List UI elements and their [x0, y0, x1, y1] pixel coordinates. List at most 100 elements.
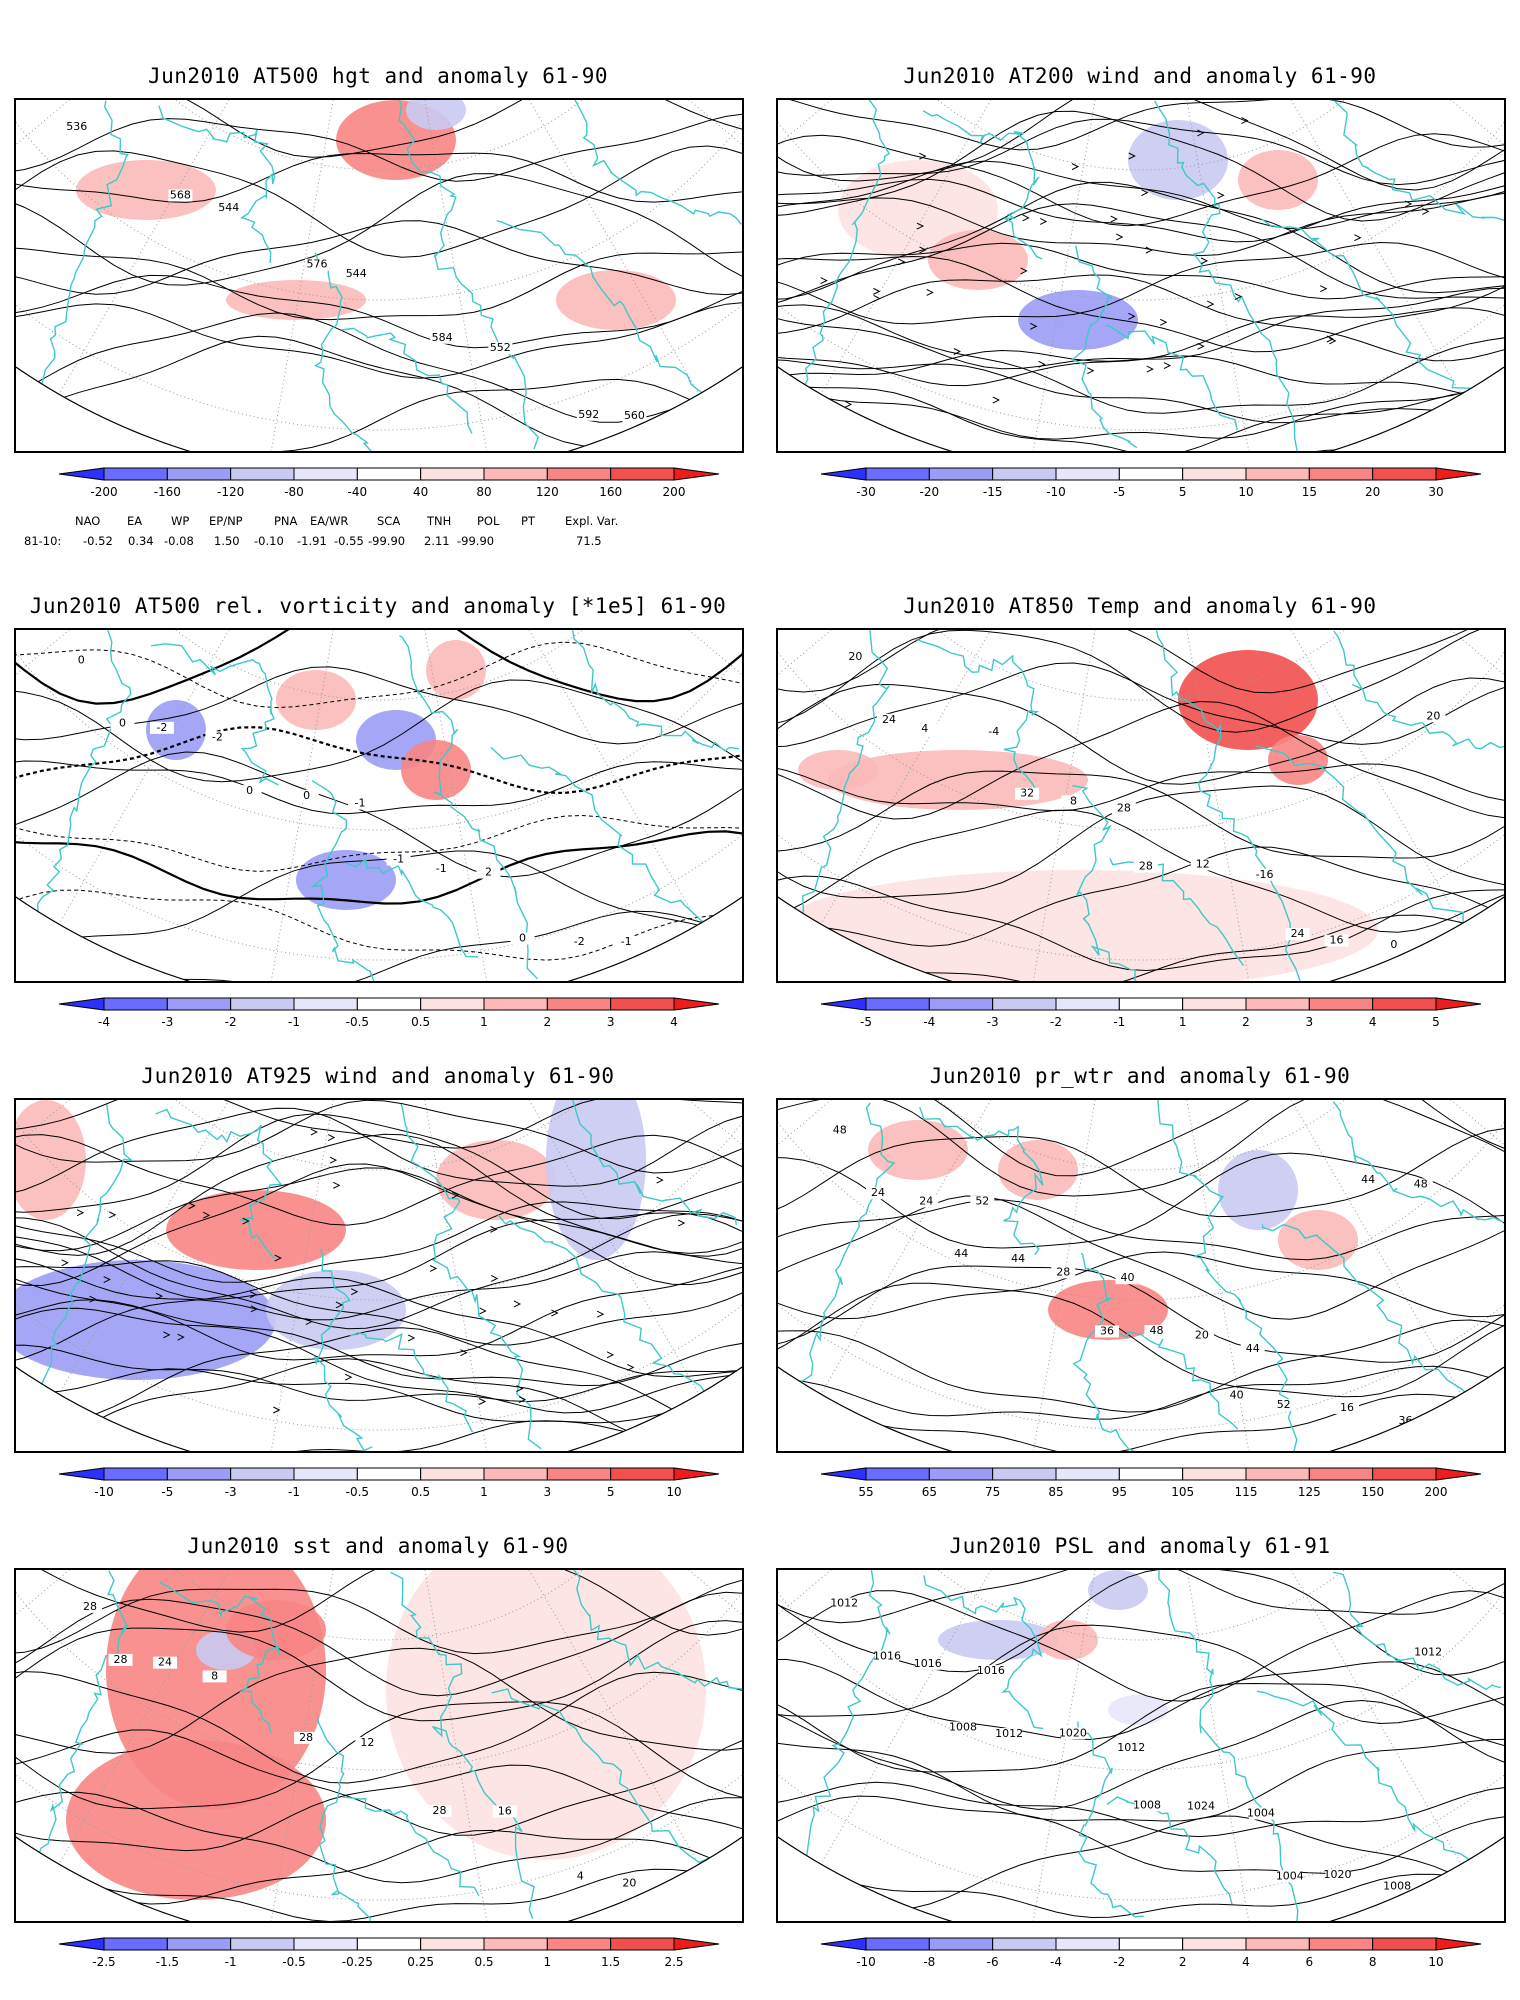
contour-label-bg [1094, 1325, 1119, 1338]
colorbar-tick-label: 2 [1179, 1955, 1187, 1969]
contour-label-bg [622, 410, 647, 423]
contour-label: 536 [66, 120, 87, 133]
streamline-arrow [250, 1305, 258, 1313]
contour-line [778, 378, 1504, 440]
streamline-arrow [76, 1209, 85, 1217]
map-boundary [16, 896, 742, 981]
contour-label-bg [1144, 1324, 1169, 1337]
streamline-arrow [1030, 322, 1038, 330]
contour-line [16, 152, 742, 203]
index-value: 1.50 [214, 534, 240, 548]
streamline-arrow [596, 1310, 605, 1318]
contour-line [16, 335, 742, 448]
streamline-arrow [926, 289, 934, 296]
streamline-arrow [305, 1318, 313, 1325]
colorbar-tick-label: 10 [1428, 1955, 1443, 1969]
colorbar-tick-label: 125 [1298, 1485, 1321, 1499]
contour-label: 544 [346, 267, 367, 280]
contour-label: 0 [303, 789, 310, 802]
contour-line [778, 700, 1504, 820]
colorbar-segment [420, 997, 485, 1011]
anomaly-shading [386, 1570, 706, 1860]
streamline-arrow [1110, 215, 1118, 223]
contour-line [778, 110, 1504, 222]
colorbar-tick-label: -1 [288, 1015, 300, 1029]
coastline [923, 1575, 1044, 1730]
contour-line [778, 1152, 1504, 1249]
contour-label-bg [997, 1728, 1022, 1741]
streamline-arrow [1022, 214, 1030, 222]
contour-label: 552 [490, 341, 511, 354]
contour-line [778, 160, 1504, 230]
contour-label-bg [978, 1665, 1003, 1678]
teleconnection-indices: NAO EA WP EP/NP PNA EA/WR SCA TNH POL PT… [14, 514, 754, 574]
colorbar-segment [673, 1467, 720, 1481]
contour-label-bg [614, 936, 639, 949]
colorbar-segment [546, 997, 612, 1011]
streamline-arrow [1217, 191, 1225, 199]
contour-line [16, 378, 742, 451]
streamline-arrow [329, 1156, 338, 1164]
coastline [570, 1570, 742, 1691]
contour-label-bg [202, 1670, 227, 1683]
contour-line [778, 1251, 1504, 1320]
contour-line [778, 1365, 1504, 1420]
colorbar-segment [58, 1937, 105, 1951]
colorbar-tick-label: 1 [480, 1485, 488, 1499]
contour-label-bg [1224, 1389, 1249, 1402]
colorbar-segment [293, 1937, 358, 1951]
contour-label-bg [1190, 858, 1215, 871]
map-plot: 48 52 40 44 36 24 28 20 16 24 44 48 52 48 44 36 40 44 [776, 1098, 1506, 1453]
coastline [798, 630, 890, 935]
contour-line [778, 1127, 1504, 1218]
colorbar-tick-label: -5 [161, 1485, 173, 1499]
contour-label: 1008 [949, 1721, 977, 1734]
contour-line [16, 1266, 742, 1361]
contour-label: 592 [578, 408, 599, 421]
coastline [1261, 218, 1484, 399]
map-plot [14, 1098, 744, 1453]
contour-line [16, 1358, 742, 1451]
contour-label: 48 [1149, 1324, 1163, 1337]
streamline-arrow [61, 1259, 69, 1267]
contour-label: 2 [485, 866, 492, 879]
panel-title: Jun2010 AT500 rel. vorticity and anomaly… [29, 594, 727, 618]
index-header: WP [171, 514, 190, 528]
index-value: -0.10 [254, 534, 284, 548]
colorbar-tick-label: -2.5 [92, 1955, 115, 1969]
contour-label-bg [1248, 1807, 1273, 1820]
colorbar-segment [483, 1467, 548, 1481]
streamline-arrow [1020, 267, 1028, 275]
contour-label-bg [78, 1600, 103, 1613]
streamline-arrow [335, 1301, 343, 1309]
contour-label-bg [1015, 787, 1040, 800]
coastline [1109, 858, 1245, 967]
colorbar-tick-label: 3 [1306, 1015, 1314, 1029]
contour-label: 24 [158, 1656, 172, 1669]
coastline [496, 220, 722, 406]
coastline [491, 1688, 722, 1871]
colorbar-segment [58, 997, 105, 1011]
contour-label: 20 [848, 650, 862, 663]
contour-label: 1024 [1187, 1800, 1215, 1813]
colorbar-tick-label: 20 [1365, 485, 1380, 499]
colorbar-segment [1055, 997, 1120, 1011]
contour-label-bg [149, 721, 174, 734]
streamline-arrow [274, 1254, 282, 1262]
colorbar-segment [546, 1467, 612, 1481]
colorbar-segment [58, 467, 105, 481]
contour-line [778, 1265, 1504, 1363]
contour-label-bg [476, 866, 501, 879]
colorbar-segment [230, 997, 295, 1011]
map-plot: 0 -2 -1 2 -1 -2 0 -1 -2 0 0 -1 0 [14, 628, 744, 983]
contour-label-bg [1285, 928, 1310, 941]
coastline [490, 746, 722, 934]
streamline-arrow [273, 1406, 281, 1414]
streamline-arrow [108, 1211, 117, 1219]
contour-line [16, 1764, 742, 1852]
contour-line [778, 770, 1504, 859]
colorbar-tick-label: 15 [1302, 485, 1317, 499]
colorbar-segment [1118, 1937, 1184, 1951]
contour-label: 1020 [1323, 1868, 1351, 1881]
colorbar-tick-label: -10 [94, 1485, 114, 1499]
